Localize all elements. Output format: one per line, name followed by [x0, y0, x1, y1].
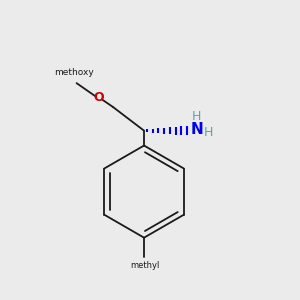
- Text: H: H: [192, 110, 201, 123]
- Text: O: O: [94, 92, 104, 104]
- Text: methyl: methyl: [130, 262, 159, 271]
- Text: H: H: [203, 126, 213, 139]
- Text: N: N: [190, 122, 203, 137]
- Text: methoxy: methoxy: [54, 68, 94, 77]
